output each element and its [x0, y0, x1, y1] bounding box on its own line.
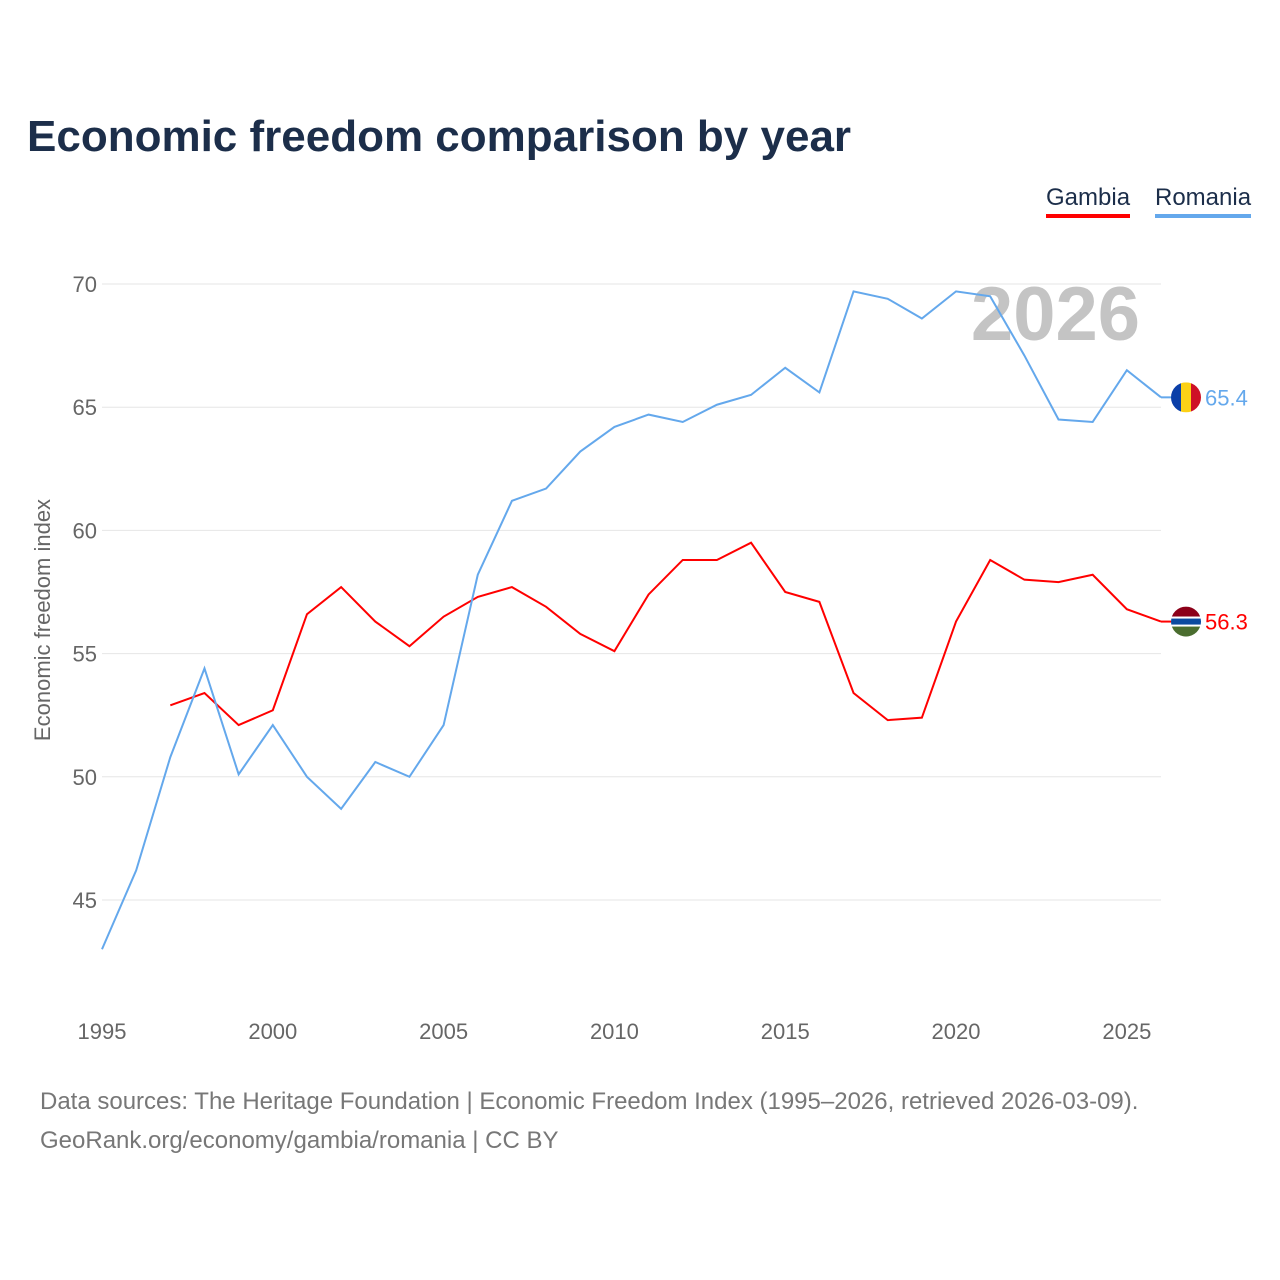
data-point-gambia[interactable]: [782, 589, 788, 595]
data-point-romania[interactable]: [99, 946, 105, 952]
end-value-label: 56.3: [1205, 610, 1248, 635]
data-point-romania[interactable]: [543, 486, 549, 492]
x-tick-label: 2005: [419, 1019, 468, 1044]
data-point-gambia[interactable]: [236, 722, 242, 728]
data-point-gambia[interactable]: [919, 715, 925, 721]
data-point-gambia[interactable]: [953, 619, 959, 625]
y-tick-label: 55: [73, 642, 97, 667]
data-point-gambia[interactable]: [987, 557, 993, 563]
data-point-romania[interactable]: [782, 365, 788, 371]
data-point-romania[interactable]: [1021, 352, 1027, 358]
data-point-gambia[interactable]: [714, 557, 720, 563]
data-point-gambia[interactable]: [680, 557, 686, 563]
x-tick-label: 2015: [761, 1019, 810, 1044]
x-tick-label: 2020: [932, 1019, 981, 1044]
gambia-flag-icon: [1171, 606, 1201, 637]
y-tick-label: 50: [73, 765, 97, 790]
data-point-gambia[interactable]: [338, 584, 344, 590]
data-point-gambia[interactable]: [577, 631, 583, 637]
data-point-romania[interactable]: [270, 722, 276, 728]
data-point-gambia[interactable]: [885, 717, 891, 723]
data-point-romania[interactable]: [953, 288, 959, 294]
data-point-romania[interactable]: [1056, 417, 1062, 423]
data-point-gambia[interactable]: [475, 594, 481, 600]
credit-link[interactable]: GeoRank.org/economy/gambia/romania | CC …: [40, 1127, 559, 1154]
data-point-romania[interactable]: [851, 288, 857, 294]
data-point-gambia[interactable]: [1090, 572, 1096, 578]
data-point-romania[interactable]: [509, 498, 515, 504]
data-point-romania[interactable]: [987, 293, 993, 299]
legend-romania[interactable]: Romania: [1155, 184, 1252, 218]
y-tick-label: 70: [73, 272, 97, 297]
data-point-romania[interactable]: [236, 771, 242, 777]
data-point-gambia[interactable]: [167, 702, 173, 708]
data-point-gambia[interactable]: [611, 648, 617, 654]
data-point-gambia[interactable]: [441, 614, 447, 620]
data-point-gambia[interactable]: [509, 584, 515, 590]
legend-gambia[interactable]: Gambia: [1046, 184, 1131, 218]
data-point-gambia[interactable]: [270, 707, 276, 713]
data-point-gambia[interactable]: [1021, 577, 1027, 583]
data-point-gambia[interactable]: [201, 690, 207, 696]
x-tick-label: 1995: [78, 1019, 127, 1044]
data-point-gambia[interactable]: [646, 591, 652, 597]
data-point-gambia[interactable]: [851, 690, 857, 696]
data-point-gambia[interactable]: [1124, 606, 1130, 612]
data-point-romania[interactable]: [167, 754, 173, 760]
data-point-romania[interactable]: [372, 759, 378, 765]
data-point-romania[interactable]: [304, 774, 310, 780]
y-tick-label: 60: [73, 518, 97, 543]
data-point-romania[interactable]: [748, 392, 754, 398]
data-point-romania[interactable]: [1090, 419, 1096, 425]
data-point-romania[interactable]: [441, 722, 447, 728]
data-point-romania[interactable]: [1124, 367, 1130, 373]
y-tick-label: 45: [73, 888, 97, 913]
x-tick-label: 2010: [590, 1019, 639, 1044]
data-point-romania[interactable]: [133, 867, 139, 873]
data-point-gambia[interactable]: [543, 604, 549, 610]
data-point-romania[interactable]: [816, 389, 822, 395]
data-point-romania[interactable]: [646, 412, 652, 418]
year-watermark: 2026: [971, 272, 1140, 357]
data-point-romania[interactable]: [919, 315, 925, 321]
data-point-romania[interactable]: [611, 424, 617, 430]
romania-flag-icon: [1171, 382, 1201, 413]
x-tick-label: 2025: [1102, 1019, 1151, 1044]
data-point-romania[interactable]: [680, 419, 686, 425]
data-point-gambia[interactable]: [304, 611, 310, 617]
chart-title: Economic freedom comparison by year: [27, 112, 852, 161]
y-axis-label: Economic freedom index: [30, 499, 55, 741]
data-point-gambia[interactable]: [816, 599, 822, 605]
data-point-gambia[interactable]: [748, 540, 754, 546]
data-point-gambia[interactable]: [372, 619, 378, 625]
data-point-romania[interactable]: [338, 806, 344, 812]
data-point-romania[interactable]: [577, 449, 583, 455]
data-point-romania[interactable]: [475, 572, 481, 578]
data-point-romania[interactable]: [885, 296, 891, 302]
data-point-romania[interactable]: [201, 665, 207, 671]
x-tick-label: 2000: [248, 1019, 297, 1044]
data-source: Data sources: The Heritage Foundation | …: [40, 1088, 1139, 1115]
y-tick-label: 65: [73, 395, 97, 420]
end-value-label: 65.4: [1205, 385, 1248, 410]
data-point-gambia[interactable]: [406, 643, 412, 649]
data-point-romania[interactable]: [714, 402, 720, 408]
series-line-gambia: [169, 541, 1162, 727]
series-line-romania: [101, 290, 1162, 950]
data-point-gambia[interactable]: [1056, 579, 1062, 585]
data-point-romania[interactable]: [406, 774, 412, 780]
